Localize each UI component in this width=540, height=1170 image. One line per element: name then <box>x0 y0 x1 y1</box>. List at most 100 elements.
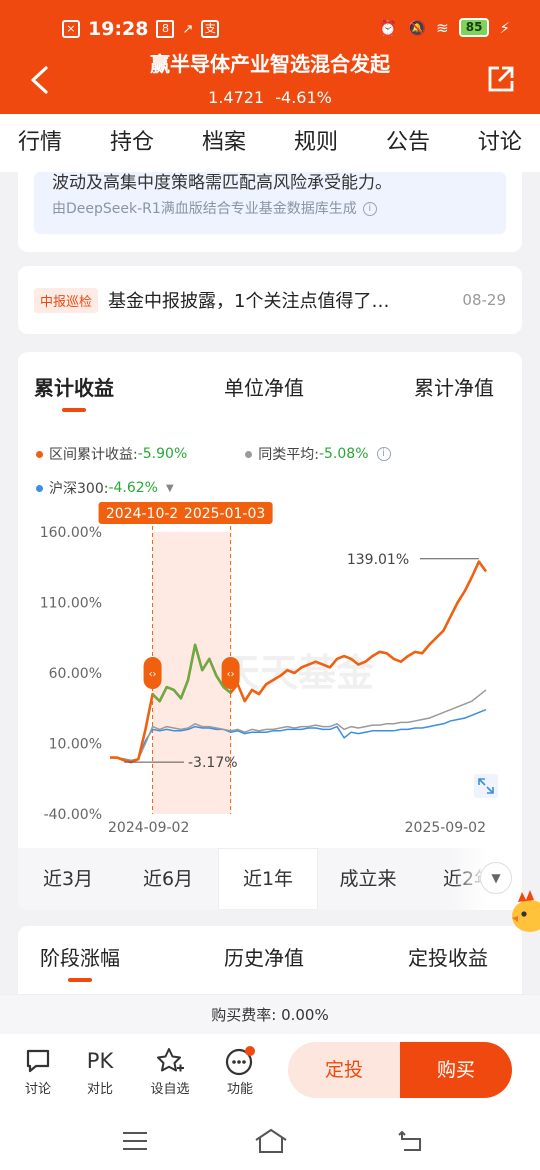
status-time: 19:28 <box>88 18 149 40</box>
y-tick-label: -40.00% <box>44 807 102 823</box>
peer-info-icon[interactable]: i <box>376 447 391 461</box>
star-plus-icon <box>157 1048 184 1072</box>
chart-notification-icon: ↗ <box>182 21 194 37</box>
function-label: 功能 <box>226 1082 253 1097</box>
fund-legend-label: 区间累计收益: <box>49 447 138 463</box>
notification-icon: × <box>62 20 80 38</box>
tab-profile[interactable]: 档案 <box>201 130 246 155</box>
period-1y[interactable]: 近1年 <box>218 848 318 910</box>
news-headline: 基金中报披露，1个关注点值得了… <box>108 291 390 312</box>
news-tag: 中报巡检 <box>34 287 99 313</box>
system-nav-bar <box>0 1112 540 1170</box>
tab-rules[interactable]: 规则 <box>293 130 338 155</box>
news-date: 08-29 <box>462 291 506 309</box>
index-legend-label: 沪深300: <box>49 481 109 497</box>
back-arrow-icon[interactable] <box>26 64 52 96</box>
fund-legend-value: -5.90% <box>137 446 188 462</box>
peer-legend-value: -5.08% <box>318 446 369 462</box>
status-bar: × 19:28 8 ↗ 支 ⏰ 🔕 ≋ 85 ⚡ <box>0 18 540 44</box>
y-tick-label: 60.00% <box>49 666 102 682</box>
handle-arrows: ‹› <box>149 669 157 680</box>
range-end-label: 2025-01-03 <box>184 506 265 522</box>
fund-title: 赢半导体产业智选混合发起 <box>150 52 390 76</box>
fund-legend-dot <box>36 450 43 458</box>
range-start-handle <box>143 657 162 689</box>
tab-history-nav[interactable]: 历史净值 <box>224 946 304 970</box>
peer-legend-dot <box>245 450 253 458</box>
ai-summary-text: 波动及高集中度策略需匹配高风险承受能力。 <box>52 173 392 193</box>
expand-icon[interactable] <box>474 774 498 798</box>
legend-row-1: 区间累计收益: -5.90% 同类平均: -5.08% i <box>36 444 391 464</box>
compare-label: 对比 <box>86 1082 113 1097</box>
action-bar: 讨论 PK 对比 设自选 功能 定投 购买 <box>0 1034 540 1112</box>
message-icon: 支 <box>201 20 220 38</box>
alarm-icon: ⏰ <box>378 18 398 37</box>
tab-holdings[interactable]: 持仓 <box>109 130 154 155</box>
index-line <box>110 708 487 762</box>
index-legend-dot <box>36 484 43 492</box>
period-since-inception[interactable]: 成立来 <box>339 868 397 890</box>
mute-icon: 🔕 <box>407 18 427 37</box>
chart-tab-cumulative-nav[interactable]: 累计净值 <box>414 376 494 400</box>
menu-icon[interactable] <box>120 1126 150 1156</box>
return-chart[interactable]: 160.00%110.00%60.00%10.00%-40.00%天天基金‹› ‹… <box>18 502 522 838</box>
chart-tab-cumulative-return[interactable]: 累计收益 <box>34 372 114 412</box>
back-nav-icon[interactable] <box>396 1126 426 1156</box>
peer-legend-label: 同类平均: <box>258 447 319 463</box>
share-icon[interactable] <box>486 64 516 94</box>
app-notification-icon: 8 <box>156 20 175 38</box>
dropdown-icon[interactable]: ▼ <box>165 482 174 494</box>
ai-summary-box: 波动及高集中度策略需匹配高风险承受能力。 由DeepSeek-R1满血版结合专业… <box>34 172 506 234</box>
tab-plan-return[interactable]: 定投收益 <box>408 946 488 970</box>
index-legend-value: -4.62% <box>108 480 158 496</box>
peer-line <box>110 689 487 762</box>
fund-change: -4.61% <box>275 88 332 107</box>
status-right: ⏰ 🔕 ≋ 85 ⚡ <box>379 18 510 37</box>
range-end-handle <box>221 657 240 689</box>
range-end-tag <box>176 502 273 524</box>
chart-tab-unit-nav[interactable]: 单位净值 <box>224 376 304 400</box>
fund-line-highlighted <box>151 643 232 703</box>
function-action[interactable]: 功能 <box>215 1044 265 1097</box>
range-start-label: 2024-10-22 <box>106 506 187 522</box>
tab-announcements[interactable]: 公告 <box>385 130 430 155</box>
expand-icon-arrows <box>478 778 494 794</box>
chevron-down-icon[interactable]: ▼ <box>480 862 512 894</box>
info-icon[interactable]: i <box>362 202 377 216</box>
watermark: 天天基金 <box>222 651 375 695</box>
battery-icon: 85 <box>458 18 490 37</box>
chart-card: 累计收益 单位净值 累计净值 区间累计收益: -5.90% 同类平均: -5.0… <box>18 352 522 910</box>
period-3m[interactable]: 近3月 <box>42 868 94 890</box>
range-start-tag <box>98 502 195 524</box>
discuss-action[interactable]: 讨论 <box>13 1044 63 1097</box>
x-end-label: 2025-09-02 <box>405 820 486 836</box>
ai-summary-card: 波动及高集中度策略需匹配高风险承受能力。 由DeepSeek-R1满血版结合专业… <box>18 156 522 252</box>
ai-source-text: 由DeepSeek-R1满血版结合专业基金数据库生成 <box>52 201 357 217</box>
period-6m[interactable]: 近6月 <box>142 868 194 890</box>
legend-row-2[interactable]: 沪深300: -4.62% ▼ <box>36 478 174 498</box>
chat-icon <box>26 1049 50 1073</box>
wifi-icon: ≋ <box>436 18 449 37</box>
buy-button[interactable]: 购买 <box>400 1042 512 1098</box>
y-tick-label: 160.00% <box>40 525 102 541</box>
ai-source-line: 由DeepSeek-R1满血版结合专业基金数据库生成 i <box>52 196 488 222</box>
tab-discussion[interactable]: 讨论 <box>477 130 522 155</box>
range-highlight <box>152 532 231 814</box>
min-label: -3.17% <box>188 755 238 771</box>
plan-invest-button[interactable]: 定投 <box>288 1042 400 1098</box>
tab-stage-return[interactable]: 阶段涨幅 <box>40 942 120 982</box>
compare-action[interactable]: PK 对比 <box>75 1044 125 1097</box>
charging-icon: ⚡ <box>499 18 510 37</box>
x-start-label: 2024-09-02 <box>108 820 189 836</box>
pk-icon: PK <box>86 1049 114 1073</box>
mascot-icon[interactable] <box>504 886 540 938</box>
home-icon[interactable] <box>254 1126 288 1156</box>
watchlist-action[interactable]: 设自选 <box>145 1044 195 1097</box>
period-selector: 近3月 近6月 近1年 成立来 近2年 ▼ <box>18 848 522 910</box>
fund-nav: 1.4721 <box>208 88 265 107</box>
discuss-label: 讨论 <box>24 1082 51 1097</box>
news-card[interactable]: 中报巡检 基金中报披露，1个关注点值得了… 08-29 <box>18 266 522 334</box>
app-header: × 19:28 8 ↗ 支 ⏰ 🔕 ≋ 85 ⚡ 赢半导体产业智选混合发起 1.… <box>0 0 540 114</box>
max-label: 139.01% <box>347 552 409 568</box>
fund-nav-line: 1.4721 -4.61% <box>0 88 540 107</box>
